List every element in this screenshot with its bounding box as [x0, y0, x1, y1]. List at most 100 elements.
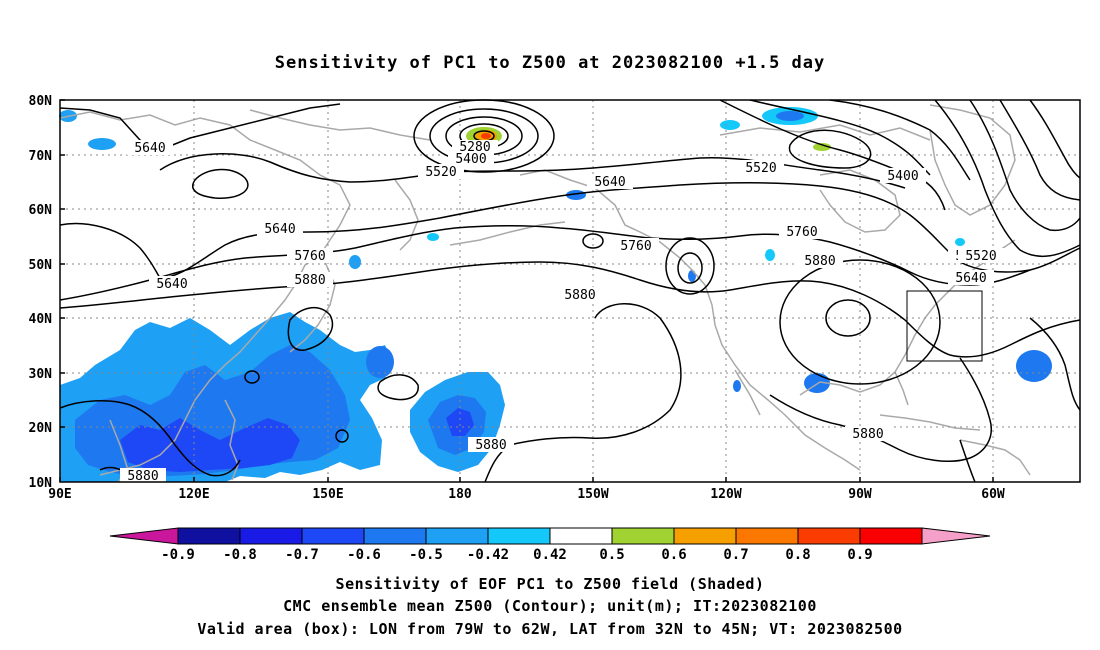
coast-siberia-north — [249, 109, 431, 141]
contour-5880-caribbean — [1029, 317, 1081, 411]
contour-label: 5880 — [852, 427, 883, 442]
contour-label: 5880 — [564, 288, 595, 303]
sensitivity-shading — [59, 107, 1052, 482]
valid-area-box — [906, 290, 983, 362]
colorbar-tick-label: 0.6 — [661, 547, 686, 563]
contour-canada-closed — [788, 129, 872, 169]
contour-label-bg — [845, 426, 891, 441]
shading-central-pacific-strong — [446, 408, 474, 436]
contour-label: 5640 — [594, 175, 625, 190]
contour-pacific-small-low — [582, 233, 604, 249]
shading-blob-japan-north — [349, 255, 361, 269]
contour-label: 5640 — [264, 222, 295, 237]
x-tick-label: 150E — [312, 487, 343, 502]
colorbar-segment — [735, 527, 799, 545]
colorbar-labels: -0.9 -0.8 -0.7 -0.6 -0.5 -0.42 0.42 0.5 0.6 0.7 0.… — [161, 547, 873, 563]
contour-label: 5520 — [965, 249, 996, 264]
y-tick-label: 20N — [29, 421, 53, 436]
contour-small-loop-2 — [335, 429, 349, 443]
coast-japan — [289, 261, 336, 353]
map-frame — [59, 99, 1081, 483]
contour-label-bg — [452, 140, 498, 153]
x-tick-label: 120E — [178, 487, 209, 502]
contour-5880-atlantic-east — [959, 439, 976, 483]
shading-blob-mexico — [733, 380, 741, 392]
contour-label-bg — [287, 272, 333, 287]
colorbar-tick-label: 0.42 — [533, 547, 567, 563]
contour-gulf-alaska-low-1 — [665, 237, 715, 295]
contour-5880-pacific-loop — [377, 374, 419, 401]
shading-positive-core — [481, 133, 491, 139]
contour-label-bg — [557, 287, 603, 302]
colorbar-segment — [363, 527, 427, 545]
x-tick-label: 180 — [448, 487, 472, 502]
contour-label-bg — [613, 238, 659, 253]
coast-kamchatka — [394, 179, 419, 251]
contour-label-bg — [880, 168, 926, 183]
caption-line-3: Valid area (box): LON from 79W to 62W, L… — [197, 620, 902, 638]
colorbar — [109, 527, 991, 545]
y-tick-label: 50N — [29, 258, 53, 273]
colorbar-segment — [797, 527, 861, 545]
contour-5880 — [59, 261, 1081, 358]
y-tick-label: 70N — [29, 149, 53, 164]
coast-arctic-islands — [719, 124, 931, 141]
colorbar-tick-label: -0.6 — [347, 547, 381, 563]
contour-us-high-1 — [779, 259, 941, 385]
y-tick-label: 60N — [29, 203, 53, 218]
contour-label-bg — [120, 468, 166, 482]
coast-na-west — [704, 284, 861, 471]
coast-south-america — [959, 439, 1031, 476]
coast-aleutians — [449, 221, 566, 246]
contour-label: 5280 — [459, 140, 490, 155]
contour-5400-canada — [719, 99, 946, 211]
shading-blob-hudson — [720, 120, 740, 130]
y-tick-label: 10N — [29, 476, 53, 491]
map-panel: 5640 5640 5640 5640 5520 5400 5280 5640 … — [59, 99, 1081, 484]
shading-blob-gulf-alaska — [688, 270, 696, 282]
colorbar-tick-label: -0.42 — [467, 547, 509, 563]
caption-line-2: CMC ensemble mean Z500 (Contour); unit(m… — [283, 597, 817, 615]
contour-label-bg — [448, 151, 494, 166]
colorbar-segment — [611, 527, 675, 545]
z500-contours — [59, 99, 1081, 483]
contour-label-bg — [779, 224, 825, 239]
shading-blob-greenland-east — [955, 238, 965, 246]
contour-label-bg — [468, 437, 514, 452]
caption-line-1: Sensitivity of EOF PC1 to Z500 field (Sh… — [336, 575, 765, 593]
contour-greenland-4 — [1029, 99, 1081, 179]
colorbar-segment — [549, 527, 613, 545]
colorbar-segment — [425, 527, 489, 545]
graticule — [60, 100, 1080, 482]
x-tick-label: 150W — [577, 487, 608, 502]
shading-blob-rockies — [765, 249, 775, 261]
colorbar-tick-label: -0.8 — [223, 547, 257, 563]
y-tick-label: 80N — [29, 94, 53, 109]
colorbar-segment — [859, 527, 923, 545]
coast-gulf — [799, 304, 936, 396]
contour-5520-polar — [159, 153, 906, 189]
contour-label-bg — [127, 140, 173, 155]
contour-label-bg — [149, 276, 195, 291]
contour-greenland-1 — [934, 99, 1081, 258]
coast-baja — [734, 369, 761, 416]
contour-label-bg — [738, 160, 784, 175]
contour-5880-subtropical — [287, 306, 334, 351]
contour-label: 5640 — [955, 271, 986, 286]
colorbar-tick-label: -0.7 — [285, 547, 319, 563]
contour-label: 5640 — [134, 141, 165, 156]
colorbar-segment — [301, 527, 365, 545]
contour-label: 5640 — [156, 277, 187, 292]
y-tick-label: 30N — [29, 367, 53, 382]
y-tick-label: 40N — [29, 312, 53, 327]
colorbar-extend-low — [109, 527, 179, 545]
contour-5880-east — [769, 357, 992, 463]
colorbar-segment — [177, 527, 241, 545]
contour-5640-north-west — [59, 103, 341, 151]
contour-label: 5760 — [620, 239, 651, 254]
colorbar-tick-label: 0.5 — [599, 547, 624, 563]
colorbar-tick-label: 0.8 — [785, 547, 810, 563]
colorbar-segment — [673, 527, 737, 545]
colorbar-tick-label: 0.7 — [723, 547, 748, 563]
x-tick-label: 60W — [981, 487, 1005, 502]
